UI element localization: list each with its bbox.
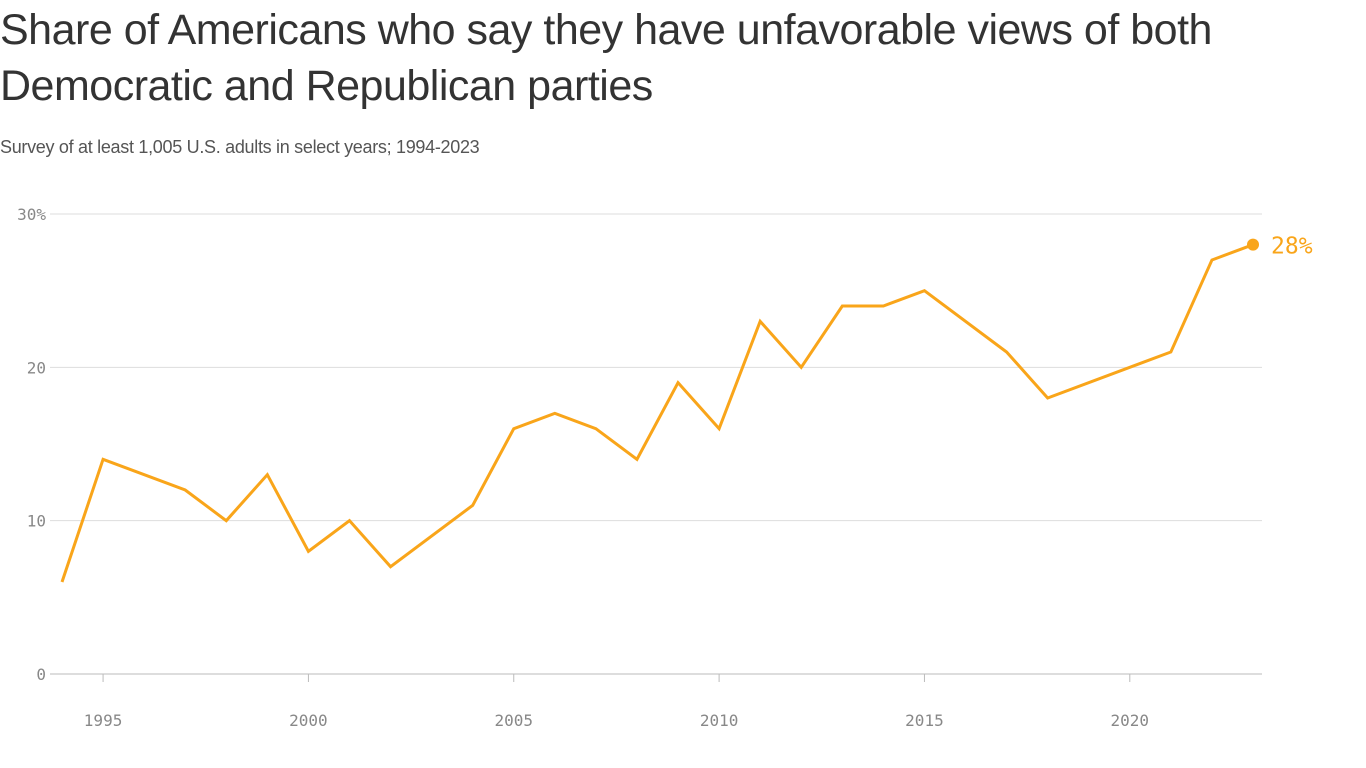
y-tick-label: 0 xyxy=(36,665,46,684)
x-tick-label: 2020 xyxy=(1111,711,1150,730)
chart-title: Share of Americans who say they have unf… xyxy=(0,6,1212,110)
x-tick-label: 2010 xyxy=(700,711,739,730)
y-tick-label: 20 xyxy=(27,358,46,377)
x-tick-label: 1995 xyxy=(84,711,123,730)
end-value-label: 28% xyxy=(1271,234,1313,260)
x-tick-label: 2000 xyxy=(289,711,328,730)
chart-subtitle: Survey of at least 1,005 U.S. adults in … xyxy=(0,137,480,157)
end-point-marker xyxy=(1247,238,1259,251)
y-tick-label: 30% xyxy=(17,205,46,224)
x-tick-label: 2005 xyxy=(494,711,533,730)
y-tick-label: 10 xyxy=(27,512,46,531)
series-line xyxy=(60,243,1254,583)
x-tick-label: 2015 xyxy=(905,711,944,730)
